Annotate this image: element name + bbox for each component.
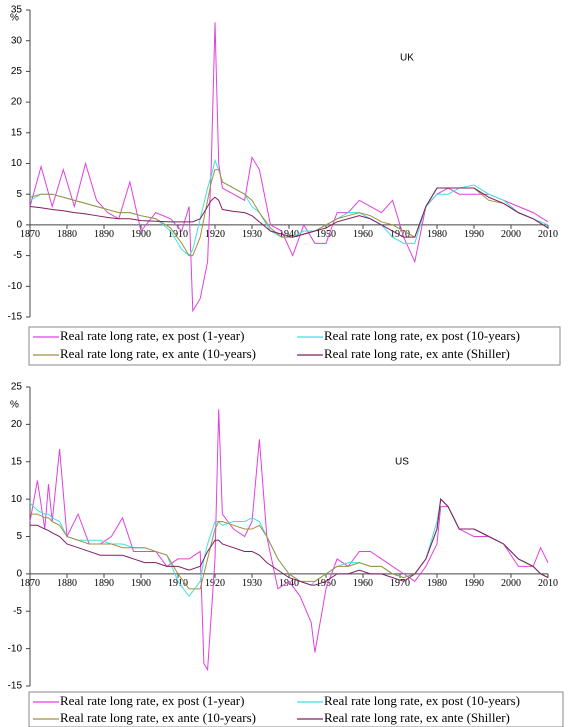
x-tick-label: 1990: [464, 229, 484, 240]
y-tick-label: 10: [11, 158, 23, 169]
y-tick-label: 0: [16, 220, 22, 231]
series-line: [29, 22, 549, 313]
y-tick-label: 35: [11, 5, 23, 16]
x-tick-label: 1890: [94, 578, 114, 589]
x-tick-label: 2000: [501, 578, 521, 589]
y-tick-label: -15: [8, 681, 23, 692]
x-tick-label: 1910: [168, 229, 188, 240]
y-tick-label: -5: [13, 250, 22, 261]
x-tick-label: 1980: [427, 578, 447, 589]
x-tick-label: 1880: [57, 578, 77, 589]
x-tick-label: 1920: [205, 229, 225, 240]
x-tick-label: 1990: [464, 578, 484, 589]
chart-title: US: [395, 457, 409, 468]
legend-box: [28, 326, 561, 366]
y-tick-label: 10: [11, 494, 23, 505]
legend-label: Real rate long rate, ex ante (10-years): [60, 346, 256, 361]
x-tick-label: 1930: [242, 578, 262, 589]
legend-label: Real rate long rate, ex post (1-year): [60, 328, 244, 343]
legend-label: Real rate long rate, ex post (10-years): [324, 693, 520, 708]
series-line: [29, 158, 549, 257]
x-tick-label: 1980: [427, 229, 447, 240]
x-tick-label: 1960: [353, 229, 373, 240]
legend-label: Real rate long rate, ex ante (Shiller): [324, 346, 510, 361]
x-tick-label: 1970: [390, 578, 410, 589]
legend-label: Real rate long rate, ex ante (Shiller): [324, 710, 510, 725]
x-tick-label: 1870: [20, 578, 40, 589]
x-tick-label: 1950: [316, 578, 336, 589]
x-tick-label: 1950: [316, 229, 336, 240]
legend-box: [28, 691, 564, 727]
x-tick-label: 1880: [57, 229, 77, 240]
y-tick-label: 15: [11, 127, 23, 138]
x-tick-label: 1930: [242, 229, 262, 240]
series-line: [30, 498, 549, 586]
y-tick-label: -15: [8, 312, 23, 323]
x-tick-label: 2010: [538, 578, 558, 589]
y-tick-label: 5: [16, 531, 22, 542]
x-tick-label: 1900: [131, 229, 151, 240]
x-tick-label: 1890: [94, 229, 114, 240]
y-tick-label: -10: [8, 643, 23, 654]
y-tick-label: 20: [11, 419, 23, 430]
x-tick-label: 1960: [353, 578, 373, 589]
y-tick-label: 20: [11, 97, 23, 108]
x-tick-label: 1870: [20, 229, 40, 240]
x-tick-label: 1920: [205, 578, 225, 589]
series-line: [29, 187, 549, 238]
x-tick-label: 1940: [279, 229, 299, 240]
y-tick-label: -10: [8, 281, 23, 292]
y-tick-label: 15: [11, 456, 23, 467]
x-tick-label: 1910: [168, 578, 188, 589]
x-tick-label: 1900: [131, 578, 151, 589]
y-tick-label: 5: [16, 189, 22, 200]
legend-label: Real rate long rate, ex post (10-years): [324, 328, 520, 343]
x-tick-label: 1940: [279, 578, 299, 589]
y-axis-label: %: [10, 13, 19, 24]
x-tick-label: 2010: [538, 229, 558, 240]
y-tick-label: -5: [13, 606, 22, 617]
y-tick-label: 0: [16, 569, 22, 580]
series-line: [29, 409, 549, 672]
y-tick-label: 25: [11, 66, 23, 77]
y-axis-label: %: [10, 400, 19, 411]
x-tick-label: 2000: [501, 229, 521, 240]
legend-label: Real rate long rate, ex post (1-year): [60, 693, 244, 708]
legend-label: Real rate long rate, ex ante (10-years): [60, 710, 256, 725]
chart-title: UK: [400, 53, 414, 64]
y-tick-label: 30: [11, 35, 23, 46]
y-tick-label: 25: [11, 382, 23, 393]
